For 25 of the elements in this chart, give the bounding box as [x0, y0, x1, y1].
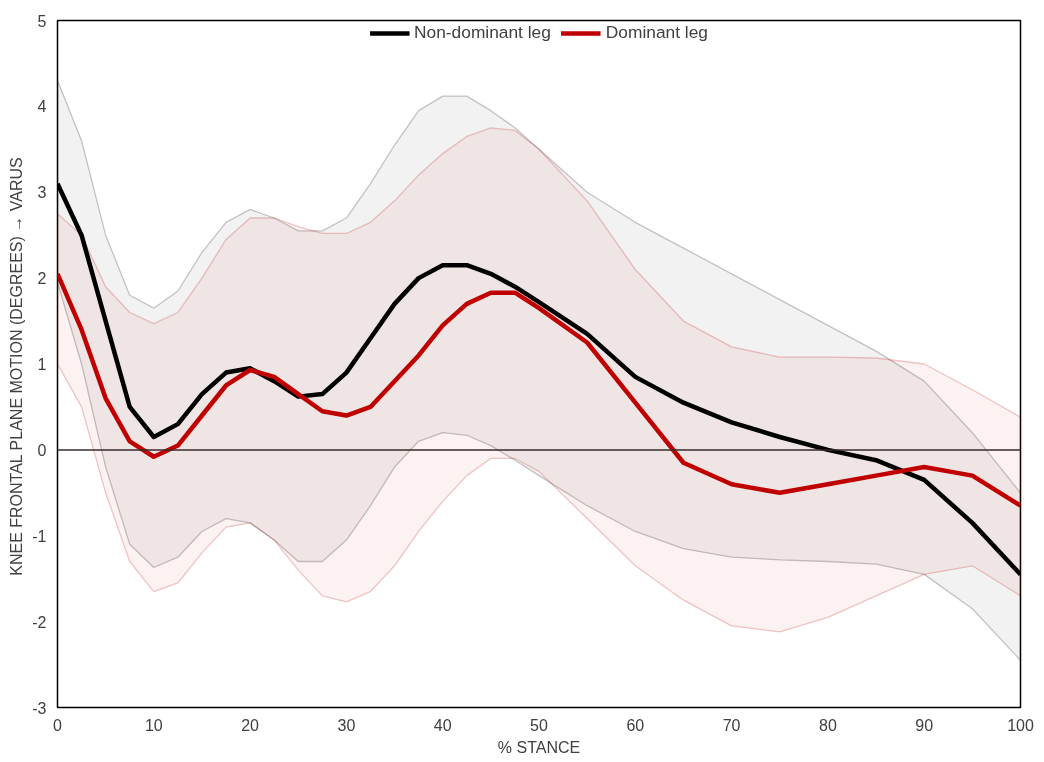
y-tick-label: 5	[37, 12, 47, 30]
x-tick-label: 0	[53, 716, 63, 734]
x-tick-label: 20	[241, 716, 260, 734]
x-tick-label: 30	[337, 716, 356, 734]
y-axis-title: KNEE FRONTAL PLANE MOTION (DEGREES) → VARUS	[7, 157, 25, 576]
y-tick-label: -2	[32, 613, 47, 631]
x-tick-label: 100	[1007, 716, 1034, 734]
line-series	[57, 271, 1021, 508]
y-tick-label: 1	[37, 356, 47, 373]
x-tick-label: 80	[819, 716, 837, 734]
x-tick-label: 10	[144, 716, 163, 734]
y-tick-label: -1	[32, 527, 47, 545]
y-tick-label: -3	[32, 699, 47, 717]
x-tick-label: 70	[722, 716, 741, 734]
x-tick-label: 60	[626, 716, 645, 734]
y-tick-label: 2	[37, 270, 47, 288]
legend-label: Dominant leg	[605, 22, 708, 43]
legend-label: Non-dominant leg	[414, 22, 551, 43]
x-tick-label: 40	[433, 716, 452, 734]
y-tick-label: 0	[37, 441, 47, 459]
y-tick-label: 4	[37, 98, 47, 116]
x-tick-label: 90	[915, 716, 934, 734]
x-tick-label: 50	[530, 716, 548, 734]
y-tick-label: 3	[37, 184, 47, 202]
x-axis-title: % STANCE	[497, 738, 581, 756]
